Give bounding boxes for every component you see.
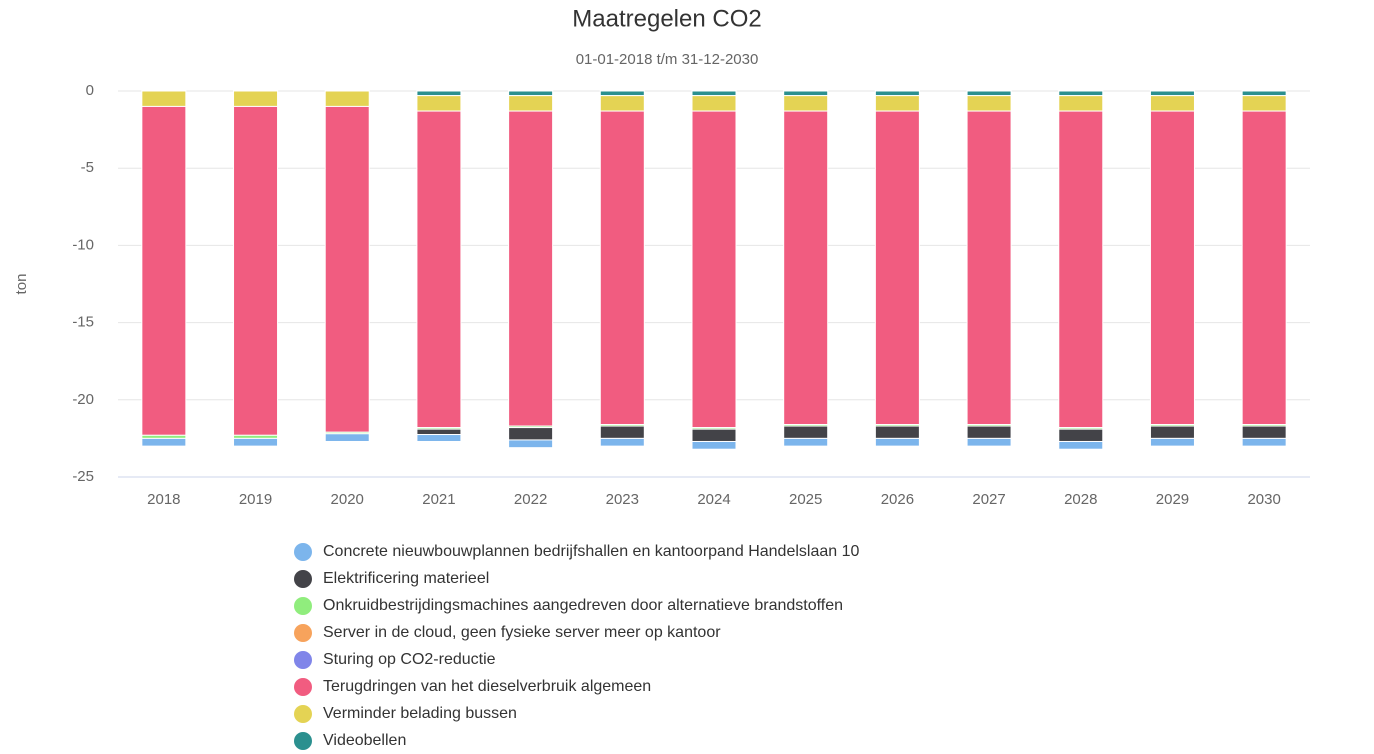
- bar: [599, 437, 645, 447]
- x-tick-label: 2028: [1064, 491, 1097, 508]
- bar: [324, 105, 370, 433]
- x-tick-label: 2027: [972, 491, 1005, 508]
- bar: [508, 90, 554, 97]
- bar: [783, 90, 829, 97]
- x-tick-label: 2023: [606, 491, 639, 508]
- bar: [874, 425, 920, 439]
- bar: [416, 90, 462, 97]
- bar: [1149, 90, 1195, 97]
- bar: [874, 437, 920, 447]
- bar: [874, 95, 920, 112]
- bar: [691, 428, 737, 442]
- legend-marker[interactable]: [294, 678, 312, 696]
- bar: [1241, 110, 1287, 426]
- chart-subtitle: 01-01-2018 t/m 31-12-2030: [576, 51, 759, 68]
- y-tick-label: -10: [72, 236, 94, 253]
- x-tick-label: 2021: [422, 491, 455, 508]
- x-tick-label: 2018: [147, 491, 180, 508]
- bar: [416, 428, 462, 436]
- legend-marker[interactable]: [294, 705, 312, 723]
- bar: [324, 90, 370, 107]
- bar: [966, 425, 1012, 439]
- bar: [233, 90, 279, 107]
- bar: [508, 95, 554, 112]
- bar: [1149, 437, 1195, 447]
- bar: [508, 427, 554, 441]
- bar: [1241, 437, 1287, 447]
- bar: [1058, 110, 1104, 429]
- x-tick-label: 2029: [1156, 491, 1189, 508]
- bar: [416, 110, 462, 429]
- bar: [691, 90, 737, 97]
- legend-label[interactable]: Videobellen: [323, 732, 406, 749]
- legend-marker[interactable]: [294, 597, 312, 615]
- bar: [508, 110, 554, 427]
- chart-title: Maatregelen CO2: [572, 5, 761, 32]
- bar: [416, 95, 462, 112]
- x-tick-label: 2019: [239, 491, 272, 508]
- bar: [599, 425, 645, 439]
- bar: [783, 437, 829, 447]
- y-tick-label: -15: [72, 314, 94, 331]
- bar: [1241, 90, 1287, 97]
- bar: [324, 433, 370, 442]
- bar: [416, 434, 462, 442]
- legend-label[interactable]: Sturing op CO2-reductie: [323, 651, 496, 668]
- legend-label[interactable]: Elektrificering materieel: [323, 570, 489, 587]
- bar: [691, 95, 737, 112]
- bar: [691, 440, 737, 450]
- legend-marker[interactable]: [294, 732, 312, 750]
- y-tick-label: 0: [86, 82, 94, 99]
- bar: [966, 110, 1012, 426]
- bar: [233, 437, 279, 447]
- bar: [599, 95, 645, 112]
- x-tick-label: 2025: [789, 491, 822, 508]
- x-tick-label: 2030: [1247, 491, 1280, 508]
- bar: [599, 110, 645, 426]
- bar: [966, 437, 1012, 447]
- bar: [1149, 425, 1195, 439]
- bar: [966, 90, 1012, 97]
- bar: [874, 90, 920, 97]
- bar: [1058, 428, 1104, 442]
- bar: [966, 95, 1012, 112]
- legend-label[interactable]: Onkruidbestrijdingsmachines aangedreven …: [323, 597, 843, 614]
- legend-marker[interactable]: [294, 651, 312, 669]
- legend-marker[interactable]: [294, 543, 312, 561]
- legend-label[interactable]: Server in de cloud, geen fysieke server …: [323, 624, 721, 641]
- bar: [1149, 95, 1195, 112]
- y-tick-label: -5: [81, 159, 94, 176]
- legend-label[interactable]: Verminder belading bussen: [323, 705, 517, 722]
- bar: [874, 110, 920, 426]
- bar: [1058, 440, 1104, 450]
- bar: [691, 110, 737, 429]
- x-tick-label: 2022: [514, 491, 547, 508]
- bar: [141, 90, 187, 107]
- x-tick-label: 2024: [697, 491, 730, 508]
- bar: [141, 437, 187, 447]
- bar: [783, 95, 829, 112]
- legend-marker[interactable]: [294, 624, 312, 642]
- bar: [1241, 425, 1287, 439]
- legend-marker[interactable]: [294, 570, 312, 588]
- legend-label[interactable]: Concrete nieuwbouwplannen bedrijfshallen…: [323, 543, 859, 560]
- x-tick-label: 2026: [881, 491, 914, 508]
- y-tick-label: -25: [72, 468, 94, 485]
- bar: [1058, 95, 1104, 112]
- bar: [233, 105, 279, 436]
- bar: [508, 439, 554, 449]
- bar: [783, 425, 829, 439]
- y-tick-label: -20: [72, 391, 94, 408]
- bar: [1241, 95, 1287, 112]
- x-tick-label: 2020: [331, 491, 364, 508]
- bar: [1058, 90, 1104, 97]
- bar: [141, 105, 187, 436]
- bar: [783, 110, 829, 426]
- bar: [599, 90, 645, 97]
- legend-label[interactable]: Terugdringen van het dieselverbruik alge…: [323, 678, 651, 695]
- y-axis-label: ton: [13, 274, 30, 295]
- bar: [1149, 110, 1195, 426]
